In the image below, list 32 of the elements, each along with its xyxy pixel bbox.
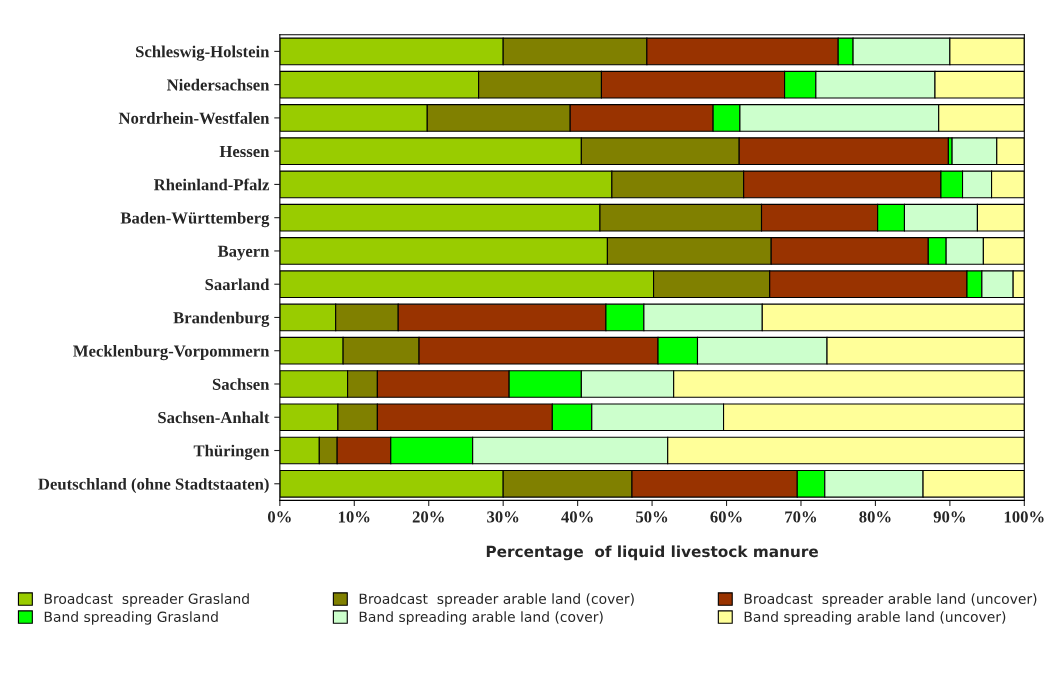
x-tick-label: 60% (710, 511, 742, 523)
x-tick-label: 80% (859, 511, 891, 523)
x-tick-label: 40% (561, 511, 593, 523)
x-tick-label: 10% (338, 511, 370, 523)
x-axis-title: Percentage of liquid livestock manure (486, 545, 818, 561)
y-tick-label: Niedersachsen (166, 78, 270, 91)
y-tick-label: Hessen (219, 146, 270, 158)
y-tick-label: Sachsen-Anhalt (158, 411, 270, 424)
y-tick-label: Nordrhein-Westfalen (118, 111, 270, 124)
x-tick-label: 20% (412, 511, 444, 523)
y-tick-label: Baden-Württemberg (120, 211, 270, 228)
legend-label: Broadcast spreader Grasland (44, 593, 249, 607)
y-tick-label: Sachsen (212, 378, 270, 390)
y-tick-label: Bayern (217, 245, 270, 261)
x-tick-label: 30% (487, 511, 519, 523)
legend-label: Band spreading Grasland (44, 611, 218, 625)
legend-label: Band spreading arable land (uncover) (744, 611, 1006, 625)
y-tick-label: Schleswig-Holstein (136, 45, 270, 61)
x-tick-label: 100% (1004, 511, 1044, 523)
x-tick-label: 70% (785, 511, 817, 523)
legend-label: Band spreading arable land (cover) (359, 611, 603, 625)
y-tick-label: Thüringen (193, 444, 270, 460)
legend-label: Broadcast spreader arable land (uncover) (744, 593, 1037, 607)
y-tick-label: Rheinland-Pfalz (153, 178, 270, 191)
y-tick-label: Brandenburg (173, 311, 270, 327)
y-tick-label: Deutschland (ohne Stadtstaaten) (38, 477, 269, 494)
y-tick-label: Saarland (205, 278, 270, 291)
legend-label: Broadcast spreader arable land (cover) (359, 593, 634, 607)
x-tick-label: 0% (267, 511, 291, 523)
y-tick-label: Mecklenburg-Vorpommern (73, 344, 270, 361)
x-tick-label: 90% (933, 511, 965, 523)
x-tick-label: 50% (636, 511, 668, 523)
